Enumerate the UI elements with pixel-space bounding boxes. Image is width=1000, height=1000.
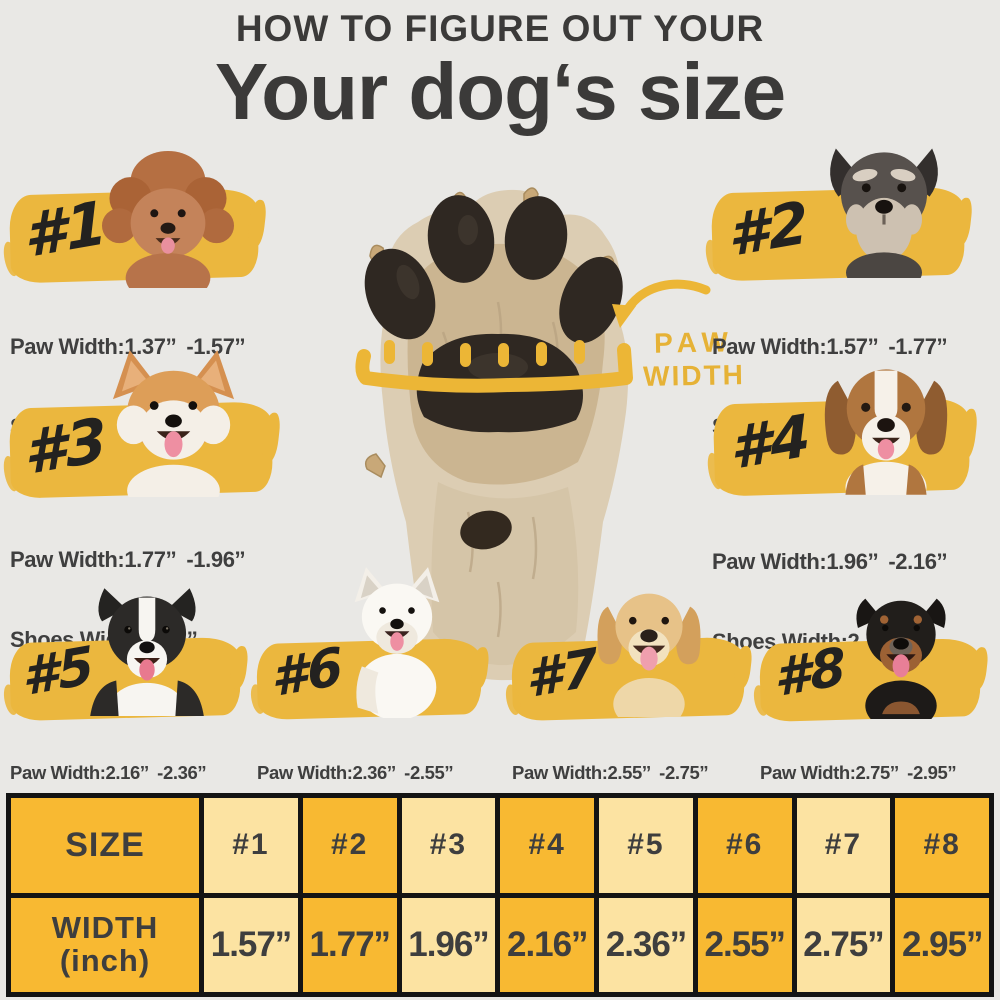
paw-width-ruler <box>355 340 633 393</box>
table-width-header: WIDTH (inch) <box>11 897 199 992</box>
paw-width-text: Paw Width:2.55’’ -2.75’’ <box>512 762 709 784</box>
table-size-header: SIZE <box>11 798 199 893</box>
size-block-8: #8 Paw Width:2.75’’ -2.95’’ Shoes Width:… <box>758 575 1000 851</box>
size-block-4: #4 Paw Width:1.96’’ -2.16’’ Shoes Width:… <box>710 345 1000 654</box>
paw-width-text: Paw Width:1.57’’ -1.77’’ <box>712 333 948 359</box>
table-width-cell-1: 1.57’’ <box>204 897 298 992</box>
size-number: #4 <box>728 400 813 484</box>
table-width-cell-6: 2.55’’ <box>697 897 792 992</box>
size-block-2: #2 Paw Width:1.57’’ -1.77’’ Shoes Width:… <box>710 128 1000 439</box>
size-block-3: #3 Paw Width:1.77’’ -1.96’’ Shoes Width:… <box>8 345 313 652</box>
table-size-cell-7: #7 <box>796 798 891 893</box>
size-block-5: #5 Paw Width:2.16’’ -2.36’’ Shoes Width:… <box>8 572 258 851</box>
table-size-cell-1: #1 <box>204 798 298 893</box>
table-size-cell-6: #6 <box>697 798 792 893</box>
table-width-header-line2: (inch) <box>59 942 151 978</box>
table-width-cell-7: 2.75’’ <box>796 897 891 992</box>
table-width-cell-2: 1.77’’ <box>302 897 397 992</box>
size-number: #7 <box>524 637 600 711</box>
size-block-7: #7 Paw Width:2.55’’ -2.75’’ Shoes Width:… <box>510 570 754 851</box>
table-size-cell-4: #4 <box>500 798 594 893</box>
table-size-cell-2: #2 <box>302 798 397 893</box>
size-number: #3 <box>22 404 110 490</box>
table-width-cell-4: 2.16’’ <box>500 897 594 992</box>
size-number: #2 <box>726 187 811 271</box>
size-number: #6 <box>269 636 345 710</box>
paw-width-arrow <box>612 279 711 328</box>
table-width-cell-5: 2.36’’ <box>599 897 693 992</box>
table-width-cell-8: 2.95’’ <box>895 897 989 992</box>
dog-photo-schnauzer <box>830 148 938 278</box>
paw-width-text: Paw Width:2.75’’ -2.95’’ <box>760 762 957 784</box>
dog-photo-rottweiler <box>856 598 946 719</box>
paw-width-text: Paw Width:1.96’’ -2.16’’ <box>712 548 948 574</box>
table-size-cell-8: #8 <box>895 798 989 893</box>
dog-photo-border-collie <box>90 588 204 716</box>
table-size-cell-3: #3 <box>401 798 496 893</box>
table-width-header-line1: WIDTH <box>51 910 159 946</box>
size-number: #5 <box>20 635 96 709</box>
dog-photo-akita <box>112 350 235 497</box>
paw-width-text: Paw Width:1.77’’ -1.96’’ <box>10 546 246 572</box>
size-block-6: #6 Paw Width:2.36’’ -2.55’’ Shoes Width:… <box>255 563 497 851</box>
size-table: SIZE #1 #2 #3 #4 #5 #6 #7 #8 WIDTH (inch… <box>6 793 994 997</box>
dog-photo-poodle <box>101 150 235 288</box>
paw-width-text: Paw Width:2.16’’ -2.36’’ <box>10 762 207 784</box>
title-subheading: HOW TO FIGURE OUT YOUR <box>235 8 765 49</box>
dog-photo-beagle <box>824 369 948 495</box>
paw-width-text: Paw Width:2.36’’ -2.55’’ <box>257 762 454 784</box>
page-title: Your dog‘s size <box>214 47 786 136</box>
size-block-1: #1 Paw Width:1.37’’ -1.57’’ Shoes Width:… <box>8 140 308 439</box>
table-width-cell-3: 1.96’’ <box>401 897 496 992</box>
size-number: #1 <box>22 187 110 273</box>
dog-photo-samoyed <box>354 567 440 718</box>
dog-photo-golden-retriever <box>597 593 701 717</box>
table-size-cell-5: #5 <box>599 798 693 893</box>
size-number: #8 <box>772 636 848 710</box>
